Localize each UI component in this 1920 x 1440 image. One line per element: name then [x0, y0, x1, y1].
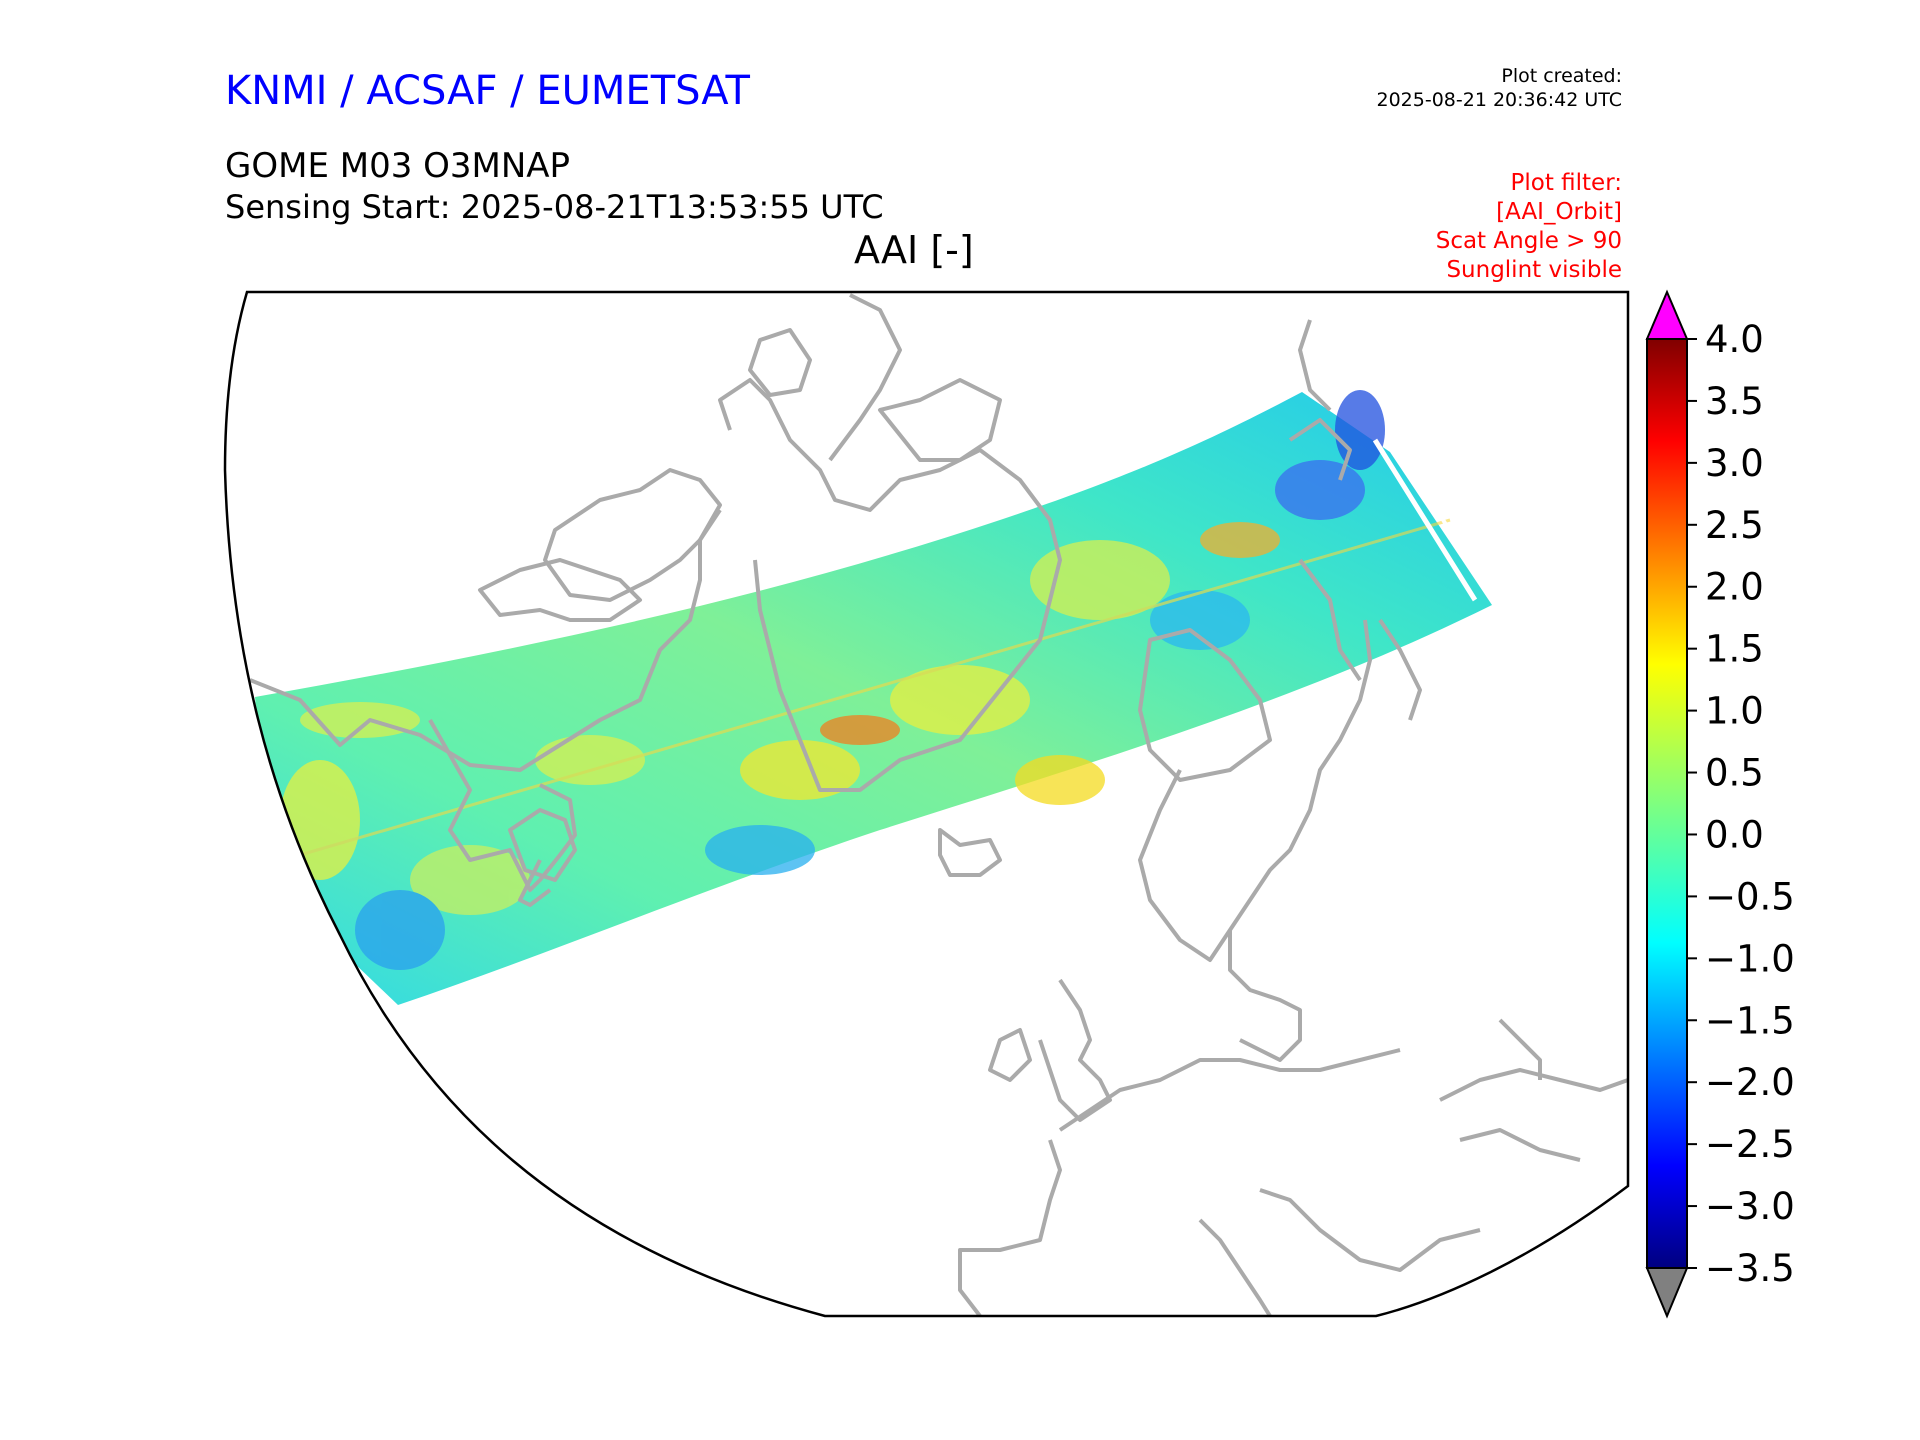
colorbar-extend-low	[1645, 1267, 1689, 1319]
colorbar-tick-label: −1.0	[1705, 937, 1795, 980]
map-boundary	[223, 290, 1630, 1318]
colorbar-tick-label: −1.5	[1705, 999, 1795, 1042]
colorbar-tick-label: −3.0	[1705, 1185, 1795, 1228]
organisation-title: KNMI / ACSAF / EUMETSAT	[225, 68, 750, 114]
colorbar-tick-label: 0.5	[1705, 752, 1764, 795]
coastlines	[249, 293, 1628, 1316]
colorbar-tick-label: 0.0	[1705, 813, 1764, 856]
colorbar-ticks: 4.0 3.5 3.0 2.5 2.0 1.5 1.0 0.5 0.0 −0.5 −1.0 −1.5 −…	[1687, 318, 1795, 1290]
colorbar-gradient	[1647, 339, 1687, 1268]
plot-filter-line: Sunglint visible	[1446, 257, 1622, 283]
colorbar-tick-label: −0.5	[1705, 875, 1795, 918]
colorbar-tick-label: 2.5	[1705, 504, 1764, 547]
plot-created-time: 2025-08-21 20:36:42 UTC	[1376, 89, 1623, 111]
colorbar-tick-label: 2.0	[1705, 566, 1764, 609]
colorbar-frame	[1646, 338, 1688, 1269]
data-gap	[1390, 436, 1490, 594]
plot-filter-label: Plot filter:	[1510, 170, 1622, 196]
map-area	[249, 293, 1628, 1316]
colorbar-tick-label: 1.0	[1705, 690, 1764, 733]
plot-title: AAI [-]	[854, 228, 974, 272]
colorbar-tick-label: −2.5	[1705, 1123, 1795, 1166]
colorbar-tick-label: 1.5	[1705, 628, 1764, 671]
product-title: GOME M03 O3MNAP	[225, 146, 571, 186]
colorbar-tick-label: 3.5	[1705, 380, 1764, 423]
plot-filter-line: [AAI_Orbit]	[1496, 199, 1622, 225]
colorbar-tick-label: 3.0	[1705, 442, 1764, 485]
plot-created-label: Plot created:	[1501, 65, 1622, 87]
sensing-start: Sensing Start: 2025-08-21T13:53:55 UTC	[225, 188, 884, 226]
colorbar: 4.0 3.5 3.0 2.5 2.0 1.5 1.0 0.5 0.0 −0.5 −1.0 −1.5 −…	[1645, 289, 1795, 1319]
colorbar-tick-label: −2.0	[1705, 1061, 1795, 1104]
plot-filter-line: Scat Angle > 90	[1435, 228, 1622, 254]
plot-filter: Plot filter: [AAI_Orbit] Scat Angle > 90…	[1436, 169, 1622, 285]
colorbar-tick-label: −3.5	[1705, 1247, 1795, 1290]
data-gap	[1372, 438, 1478, 602]
colorbar-tick-label: 4.0	[1705, 318, 1764, 361]
plot-created: Plot created: 2025-08-21 20:36:42 UTC	[1377, 64, 1623, 112]
colorbar-extend-high	[1645, 289, 1689, 340]
swath-features	[280, 390, 1451, 970]
